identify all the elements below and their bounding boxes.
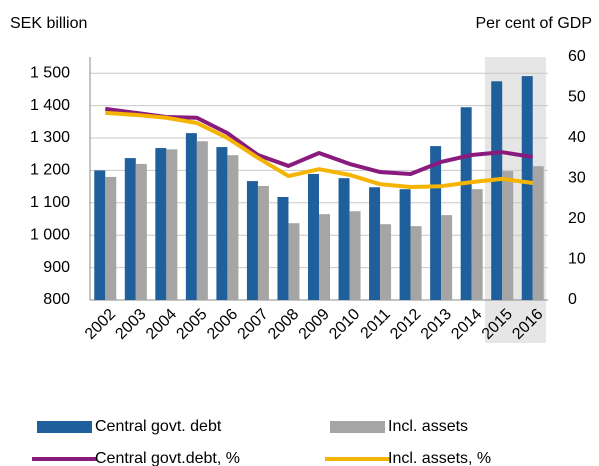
legend-label: Central govt. debt bbox=[95, 418, 222, 435]
x-tick-label: 2003 bbox=[112, 306, 149, 343]
bar bbox=[380, 224, 392, 300]
y-tick-label: 900 bbox=[43, 259, 70, 276]
x-tick-label: 2012 bbox=[387, 306, 424, 343]
bar bbox=[308, 173, 319, 300]
bar bbox=[124, 158, 136, 300]
bar bbox=[196, 141, 208, 300]
bar bbox=[185, 133, 197, 300]
bar bbox=[441, 215, 453, 300]
y-tick-label: 1 100 bbox=[30, 194, 70, 211]
y-tick-label: 800 bbox=[43, 291, 70, 308]
bar bbox=[216, 147, 228, 300]
bar bbox=[257, 185, 269, 300]
legend-label: Central govt.debt, % bbox=[95, 450, 240, 466]
bar bbox=[460, 107, 472, 300]
bar bbox=[410, 226, 422, 300]
y2-tick-label: 60 bbox=[568, 48, 586, 65]
y-tick-label: 1 400 bbox=[30, 97, 70, 114]
line bbox=[105, 106, 534, 177]
bar bbox=[502, 171, 514, 300]
bar bbox=[155, 148, 167, 300]
x-tick-label: 2004 bbox=[143, 306, 180, 343]
y2-tick-label: 10 bbox=[568, 251, 586, 268]
x-tick-label: 2006 bbox=[204, 306, 241, 343]
x-tick-label: 2011 bbox=[358, 306, 394, 342]
bar bbox=[491, 81, 503, 300]
bar bbox=[338, 178, 350, 300]
x-tick-label: 2014 bbox=[448, 306, 485, 343]
bar bbox=[288, 223, 300, 300]
y2-tick-label: 30 bbox=[568, 170, 586, 187]
bar bbox=[521, 76, 533, 300]
x-tick-label: 2010 bbox=[326, 306, 363, 343]
y-tick-label: 1 300 bbox=[30, 129, 70, 146]
x-tick-label: 2005 bbox=[173, 306, 210, 343]
x-tick-label: 2007 bbox=[235, 306, 272, 343]
bar bbox=[399, 189, 411, 300]
y2-tick-label: 0 bbox=[568, 291, 577, 308]
bar bbox=[349, 211, 361, 300]
legend-label: Incl. assets bbox=[388, 418, 468, 435]
bar bbox=[532, 166, 544, 300]
y2-tick-label: 20 bbox=[568, 210, 586, 227]
bar bbox=[277, 196, 289, 300]
bar bbox=[94, 170, 106, 300]
y2-tick-label: 40 bbox=[568, 129, 586, 146]
y-axis-label: SEK billion bbox=[10, 15, 87, 32]
bar bbox=[105, 176, 117, 300]
bar bbox=[246, 181, 258, 300]
bar bbox=[135, 163, 147, 300]
bar bbox=[319, 214, 330, 300]
y-tick-label: 1 500 bbox=[30, 64, 70, 81]
legend-swatch bbox=[330, 421, 385, 433]
x-tick-label: 2002 bbox=[82, 306, 119, 343]
y-tick-label: 1 000 bbox=[30, 226, 70, 243]
bar bbox=[369, 187, 381, 300]
legend-swatch bbox=[37, 421, 92, 433]
x-tick-label: 2009 bbox=[296, 306, 333, 343]
legend-label: Incl. assets, % bbox=[388, 450, 491, 466]
bar bbox=[430, 146, 442, 300]
x-tick-label: 2013 bbox=[418, 306, 455, 343]
bar bbox=[166, 149, 178, 300]
y2-axis-label: Per cent of GDP bbox=[476, 15, 593, 32]
bar bbox=[227, 155, 239, 300]
y2-tick-label: 50 bbox=[568, 89, 586, 106]
line bbox=[105, 110, 533, 190]
x-tick-label: 2008 bbox=[265, 306, 302, 343]
y-tick-label: 1 200 bbox=[30, 162, 70, 179]
bar bbox=[471, 189, 483, 300]
